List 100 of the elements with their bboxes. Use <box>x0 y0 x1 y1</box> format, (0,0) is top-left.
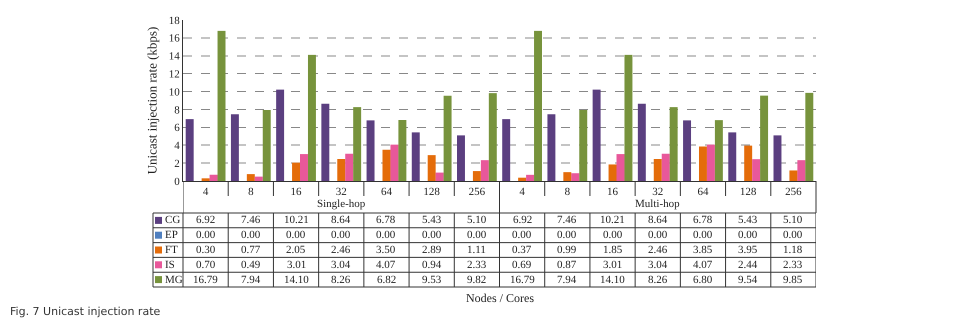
data-label: 1.85 <box>603 244 623 256</box>
bar <box>638 104 646 181</box>
bar <box>752 159 760 181</box>
data-label: 4.07 <box>693 259 713 271</box>
bar <box>428 155 436 181</box>
bar <box>480 160 489 181</box>
bar <box>292 162 300 181</box>
bar <box>592 90 601 181</box>
bar <box>218 30 226 181</box>
bar <box>472 171 481 181</box>
data-label: 8.64 <box>648 214 668 226</box>
data-label: 0.70 <box>196 259 216 271</box>
bar <box>563 172 572 181</box>
data-label: 16.79 <box>510 274 536 286</box>
bar <box>412 132 420 181</box>
x-tick-label: 128 <box>740 186 757 198</box>
y-tick-label: 18 <box>168 14 180 27</box>
data-label: 2.89 <box>422 244 442 256</box>
data-label: 9.85 <box>783 274 803 286</box>
bar <box>526 174 534 181</box>
data-label: 0.99 <box>557 244 577 256</box>
bar <box>744 146 752 181</box>
data-label: 0.69 <box>512 259 532 271</box>
data-label: 2.44 <box>738 259 758 271</box>
bar <box>444 96 452 181</box>
data-label: 5.43 <box>422 214 442 226</box>
data-label: 0.94 <box>422 259 442 271</box>
bar <box>230 114 239 181</box>
bar <box>547 114 556 181</box>
bar <box>186 119 194 181</box>
data-label: 5.43 <box>738 214 758 226</box>
bar <box>534 30 542 181</box>
data-label: 0.00 <box>738 229 758 241</box>
bar <box>662 154 670 181</box>
data-label: 8.26 <box>648 274 668 286</box>
bar <box>698 146 707 181</box>
data-label: 0.00 <box>376 229 396 241</box>
data-label: 9.82 <box>467 274 486 286</box>
data-label: 0.37 <box>512 244 532 256</box>
x-tick-label: 32 <box>336 186 347 198</box>
data-label: 0.00 <box>422 229 442 241</box>
bar <box>579 110 588 181</box>
legend-label: EP <box>165 229 178 241</box>
bar <box>366 120 375 181</box>
x-tick-label: 32 <box>652 186 664 198</box>
data-label: 0.00 <box>512 229 532 241</box>
bar <box>398 120 406 181</box>
legend-label: MG <box>165 274 183 286</box>
bar <box>706 144 715 181</box>
data-label: 6.92 <box>196 214 216 226</box>
x-tick-label: 16 <box>290 186 302 198</box>
data-label: 5.10 <box>467 214 487 226</box>
bar <box>714 120 723 181</box>
data-label: 14.10 <box>284 274 310 286</box>
bar <box>760 96 768 181</box>
data-label: 2.05 <box>286 244 306 256</box>
bar <box>502 119 510 181</box>
data-label: 3.04 <box>331 259 351 271</box>
x-tick-label: 64 <box>697 186 709 198</box>
bar <box>670 107 678 181</box>
data-label: 0.00 <box>331 229 351 241</box>
data-label: 0.77 <box>241 244 261 256</box>
data-label: 7.46 <box>557 214 577 226</box>
y-axis-title: Unicast injection rate (kbps) <box>144 26 160 174</box>
data-label: 0.30 <box>196 244 216 256</box>
bar <box>654 159 662 181</box>
y-tick-label: 12 <box>168 68 180 81</box>
data-label: 6.78 <box>376 214 396 226</box>
legend-label: CG <box>165 214 180 226</box>
data-label: 3.04 <box>648 259 668 271</box>
bar <box>254 176 263 181</box>
data-label: 3.01 <box>603 259 622 271</box>
data-label: 16.79 <box>193 274 218 286</box>
data-label: 4.07 <box>376 259 396 271</box>
bar <box>337 159 346 181</box>
bar <box>353 107 362 181</box>
bar <box>789 170 798 181</box>
bar <box>262 110 271 181</box>
data-label: 0.00 <box>648 229 668 241</box>
bar <box>797 160 806 181</box>
bar <box>345 154 354 181</box>
bar <box>624 54 632 181</box>
bar <box>774 135 782 181</box>
x-tick-label: 4 <box>519 186 526 198</box>
bar <box>300 154 308 181</box>
legend-label: IS <box>165 259 175 271</box>
bar <box>616 154 624 181</box>
x-tick-label: 4 <box>202 186 209 198</box>
legend-label: FT <box>165 244 178 256</box>
caption: Fig. 7 Unicast injection rate <box>10 305 161 318</box>
text: Single-hop <box>317 198 366 210</box>
data-label: 9.53 <box>422 274 442 286</box>
data-label: 0.49 <box>241 259 261 271</box>
data-label: 7.94 <box>241 274 261 286</box>
y-tick-label: 14 <box>168 50 180 63</box>
y-tick-label: 10 <box>168 86 180 98</box>
data-label: 2.33 <box>467 259 487 271</box>
x-tick-label: 256 <box>785 186 802 198</box>
bar <box>210 174 218 181</box>
data-label: 9.54 <box>738 274 758 286</box>
